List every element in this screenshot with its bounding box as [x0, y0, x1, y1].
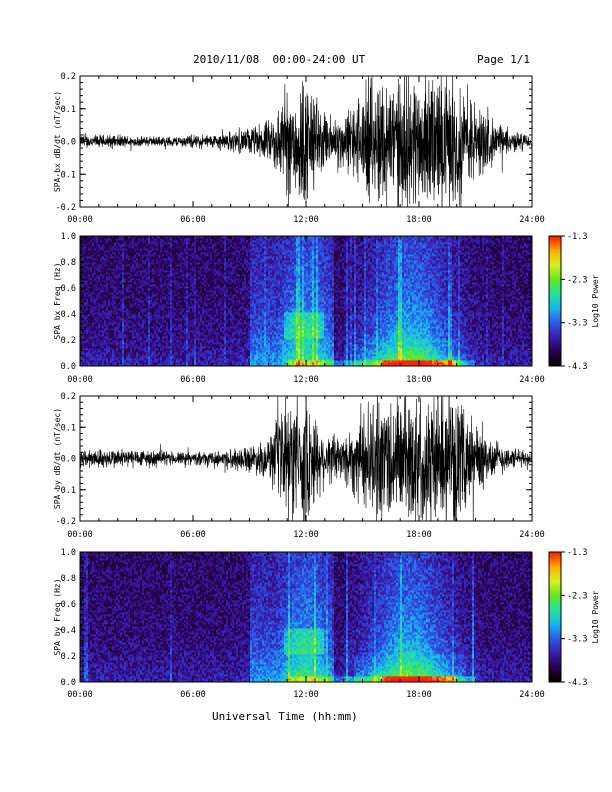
heatmap-cells: [80, 236, 532, 366]
y-tick-label: 0.1: [61, 105, 76, 115]
waveform-panel: 00:00 06:00 12:00 18:00 24:000.20.10.0-0.1-0…: [53, 43, 545, 249]
y-tick-label: 0.2: [61, 72, 76, 82]
x-tick-label: 00:00: [67, 215, 93, 225]
x-tick-label: 18:00: [406, 215, 432, 225]
y-axis-label: SPA bx dB/dt (nT/sec): [53, 91, 62, 192]
x-tick-label: 12:00: [293, 215, 319, 225]
y-tick-label: -0.2: [56, 203, 76, 213]
y-tick-label: 0.0: [61, 138, 76, 148]
x-tick-label: 24:00: [519, 215, 545, 225]
x-tick-label: 06:00: [180, 215, 206, 225]
